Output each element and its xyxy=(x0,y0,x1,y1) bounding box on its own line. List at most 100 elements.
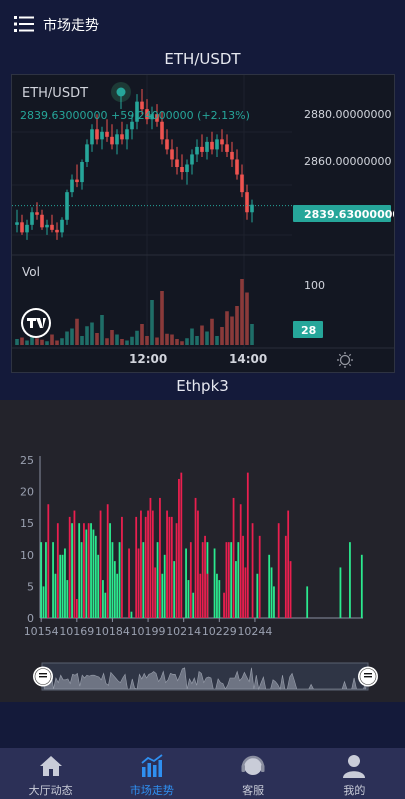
data-bar xyxy=(73,510,76,618)
headset-icon xyxy=(241,755,265,775)
y-tick-label: 5 xyxy=(27,580,34,593)
volume-bar xyxy=(170,334,174,345)
data-bar xyxy=(175,523,178,618)
x-tick-label: 10184 xyxy=(95,625,130,638)
data-bar xyxy=(237,542,240,618)
volume-bar xyxy=(200,325,204,345)
data-bar xyxy=(151,510,154,618)
candle-body xyxy=(85,144,89,162)
data-bar xyxy=(97,554,100,618)
volume-bar xyxy=(100,315,104,345)
candle-body xyxy=(135,101,139,122)
data-zoom-preview xyxy=(43,667,367,691)
data-bar xyxy=(156,542,159,618)
data-bar xyxy=(166,510,168,618)
data-bar xyxy=(258,535,261,618)
data-bar xyxy=(339,567,342,618)
candle-body xyxy=(170,149,174,160)
volume-bar xyxy=(240,279,244,345)
data-zoom-slider[interactable] xyxy=(33,662,378,691)
symbol-label: ETH/USDT xyxy=(22,86,88,101)
data-bar xyxy=(149,497,152,618)
y-tick-label: 20 xyxy=(20,486,34,499)
data-bar xyxy=(147,510,149,618)
pair-title: ETH/USDT xyxy=(164,50,241,68)
candlestick-chart[interactable]: ETH/USDT 2839.63000000 +59.24000000 (+2.… xyxy=(12,75,395,373)
candle-body xyxy=(15,222,19,225)
data-bar xyxy=(192,592,195,618)
data-bar xyxy=(83,523,85,618)
data-bar xyxy=(246,472,249,618)
header: 市场走势 xyxy=(0,0,405,48)
data-bar xyxy=(189,542,192,618)
volume-bar xyxy=(160,291,164,345)
candle-body xyxy=(235,159,239,175)
nav-label-mine: 我的 xyxy=(343,784,366,797)
candle-body xyxy=(155,114,159,122)
nav-item-hall[interactable]: 大厅动态 xyxy=(0,748,101,799)
data-bar xyxy=(80,542,83,618)
volume-label: Vol xyxy=(22,265,40,279)
price-axis-label-2: 2860.00000000 xyxy=(304,155,391,168)
volume-bar xyxy=(50,334,54,345)
volume-bars xyxy=(15,279,254,345)
data-bar xyxy=(204,535,206,618)
data-bar xyxy=(218,580,221,618)
candle-body xyxy=(125,129,129,140)
candle-body xyxy=(75,179,79,183)
data-bar xyxy=(289,561,292,618)
candle-body xyxy=(70,179,74,193)
candlestick-chart-panel[interactable]: ETH/USDT 2839.63000000 +59.24000000 (+2.… xyxy=(11,74,395,373)
data-bar xyxy=(168,516,171,618)
candle-body xyxy=(80,161,84,183)
data-bar xyxy=(64,548,66,618)
candle-body xyxy=(190,154,194,165)
current-volume-value: 28 xyxy=(301,324,316,337)
zoom-handle-right-icon[interactable] xyxy=(358,666,378,687)
tradingview-logo-icon[interactable] xyxy=(21,308,51,338)
x-tick-label: 10229 xyxy=(202,625,237,638)
data-bar xyxy=(109,523,111,618)
candle-body xyxy=(225,144,229,152)
volume-bar xyxy=(190,328,194,345)
volume-bar xyxy=(225,311,229,345)
x-tick-label: 10244 xyxy=(237,625,272,638)
data-bar xyxy=(121,516,123,618)
volume-bar xyxy=(25,340,29,345)
data-bar xyxy=(277,523,280,618)
nav-item-service[interactable]: 客服 xyxy=(203,748,304,799)
data-bar xyxy=(159,497,161,618)
data-bar xyxy=(94,535,97,618)
data-bar xyxy=(71,523,73,618)
data-bar xyxy=(47,504,50,618)
chart-title: Ethpk3 xyxy=(176,377,229,395)
volume-bar xyxy=(130,336,134,345)
data-bar xyxy=(85,529,88,618)
zoom-handle-left-icon[interactable] xyxy=(33,666,53,687)
settings-gear-icon[interactable] xyxy=(337,352,353,368)
data-bar xyxy=(284,535,287,618)
data-bar xyxy=(118,542,121,618)
current-price-value: 2839.63000000 xyxy=(304,208,395,221)
data-bar xyxy=(116,573,119,618)
volume-bar xyxy=(105,338,109,345)
data-bar xyxy=(232,497,235,618)
data-bar xyxy=(59,554,62,618)
menu-icon[interactable] xyxy=(14,15,34,33)
candle-body xyxy=(45,224,49,228)
data-bar xyxy=(185,548,187,618)
candle-body xyxy=(120,134,124,140)
data-bar xyxy=(137,548,140,618)
nav-item-mine[interactable]: 我的 xyxy=(304,748,405,799)
data-bar xyxy=(268,554,271,618)
current-price-badge xyxy=(293,205,391,222)
candle-body xyxy=(250,204,254,213)
candle-body xyxy=(245,192,249,213)
current-volume-badge xyxy=(293,321,323,338)
candle-body xyxy=(240,174,244,193)
data-bar xyxy=(235,561,237,618)
y-tick-label: 0 xyxy=(27,612,34,625)
candle-body xyxy=(25,224,29,233)
nav-item-market[interactable]: 市场走势 xyxy=(101,748,202,799)
